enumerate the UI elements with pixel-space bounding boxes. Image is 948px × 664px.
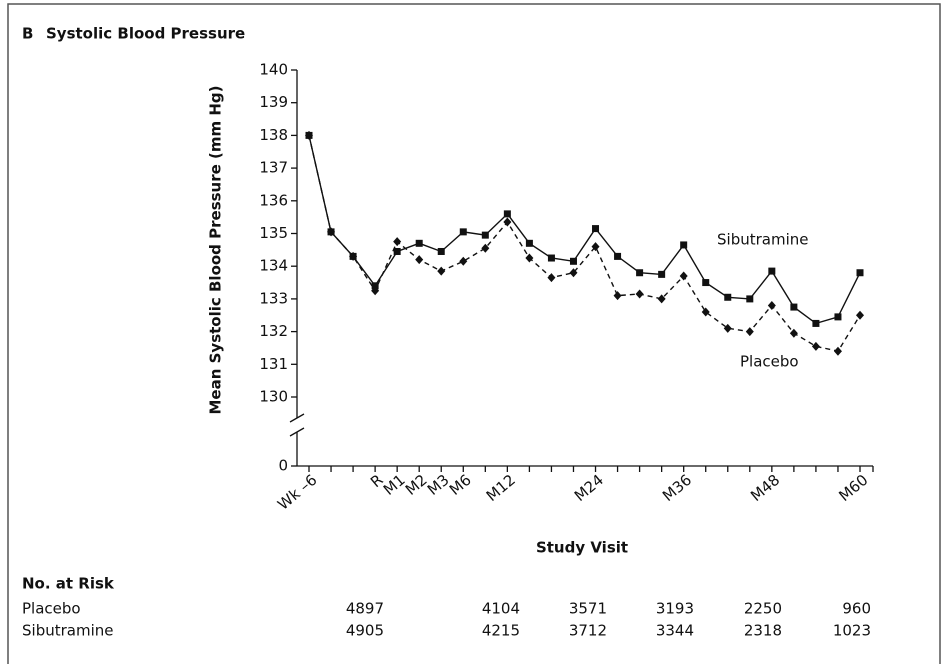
axis-break — [289, 427, 305, 437]
x-tick-label: Wk –6 — [274, 471, 320, 514]
marker — [790, 303, 798, 311]
y-tick-label: 140 — [259, 61, 288, 79]
x-tick-label: M6 — [446, 471, 475, 499]
marker — [635, 289, 644, 299]
axis-break — [289, 413, 305, 423]
marker — [680, 241, 688, 249]
frame — [7, 3, 941, 664]
x-axis-label: Study Visit — [536, 539, 628, 557]
y-tick-label: 133 — [259, 289, 288, 307]
marker — [657, 294, 666, 304]
marker — [701, 307, 710, 317]
marker — [437, 247, 445, 255]
marker — [636, 269, 644, 277]
marker — [569, 257, 577, 265]
marker — [856, 269, 864, 277]
risk-value: 4905 — [346, 622, 384, 640]
risk-value: 4104 — [482, 600, 520, 618]
marker — [811, 341, 820, 351]
risk-value: 960 — [842, 600, 871, 618]
marker — [459, 228, 467, 236]
risk-value: 2318 — [744, 622, 782, 640]
marker — [768, 267, 776, 275]
risk-value: 4215 — [482, 622, 520, 640]
risk-value: 4897 — [346, 600, 384, 618]
y-tick-label: 130 — [259, 388, 288, 406]
marker — [592, 225, 600, 233]
y-tick-label: 131 — [259, 355, 288, 373]
y-tick-label: 135 — [259, 224, 288, 242]
marker — [371, 282, 379, 290]
marker — [833, 346, 842, 356]
marker — [856, 310, 864, 320]
risk-value: 3712 — [569, 622, 607, 640]
marker — [481, 243, 490, 253]
risk-row-name: Placebo — [22, 600, 81, 618]
marker — [812, 319, 820, 327]
marker — [834, 313, 842, 321]
marker — [525, 253, 534, 263]
marker — [503, 217, 512, 227]
marker — [525, 239, 533, 247]
marker — [393, 247, 401, 255]
y-tick-label: 136 — [259, 191, 288, 209]
y-tick-label: 138 — [259, 126, 288, 144]
risk-value: 3193 — [656, 600, 694, 618]
risk-value: 2250 — [744, 600, 782, 618]
marker — [767, 300, 776, 310]
chart-title: Systolic Blood Pressure — [46, 25, 245, 43]
marker — [437, 266, 446, 276]
series-label: Placebo — [740, 353, 799, 371]
marker — [724, 293, 732, 301]
series-line — [308, 135, 861, 325]
risk-row-name: Sibutramine — [22, 622, 113, 640]
risk-value: 1023 — [833, 622, 871, 640]
x-tick-label: M60 — [835, 471, 871, 505]
marker — [569, 268, 578, 278]
panel-label: B — [22, 25, 33, 43]
marker — [702, 279, 710, 287]
marker — [723, 323, 732, 333]
marker — [789, 328, 798, 338]
risk-value: 3344 — [656, 622, 694, 640]
marker — [613, 291, 622, 301]
marker — [415, 239, 423, 247]
y-tick-label: 137 — [259, 159, 288, 177]
y-tick-label: 132 — [259, 322, 288, 340]
marker — [459, 256, 468, 266]
marker — [591, 242, 600, 252]
marker — [679, 271, 688, 281]
marker — [481, 231, 489, 239]
marker — [547, 254, 555, 262]
marker — [393, 237, 402, 247]
x-tick-label: M24 — [571, 471, 607, 505]
y-axis-label: Mean Systolic Blood Pressure (mm Hg) — [207, 85, 225, 414]
marker — [658, 270, 666, 278]
marker — [503, 210, 511, 218]
x-tick-label: M48 — [747, 471, 783, 505]
series-line — [308, 135, 861, 352]
marker — [547, 273, 556, 283]
marker — [415, 255, 424, 265]
y-tick-label: 0 — [278, 457, 288, 475]
marker — [305, 130, 313, 140]
risk-value: 3571 — [569, 600, 607, 618]
marker — [746, 295, 754, 303]
y-tick-label: 139 — [259, 93, 288, 111]
y-tick-label: 134 — [259, 257, 288, 275]
marker — [349, 251, 358, 261]
x-tick-label: M36 — [659, 471, 695, 505]
marker — [745, 327, 754, 337]
marker — [614, 252, 622, 260]
marker — [371, 286, 380, 296]
x-tick-label: M12 — [483, 471, 519, 505]
risk-title: No. at Risk — [22, 575, 115, 593]
marker — [327, 227, 336, 237]
series-label: Sibutramine — [717, 231, 808, 249]
